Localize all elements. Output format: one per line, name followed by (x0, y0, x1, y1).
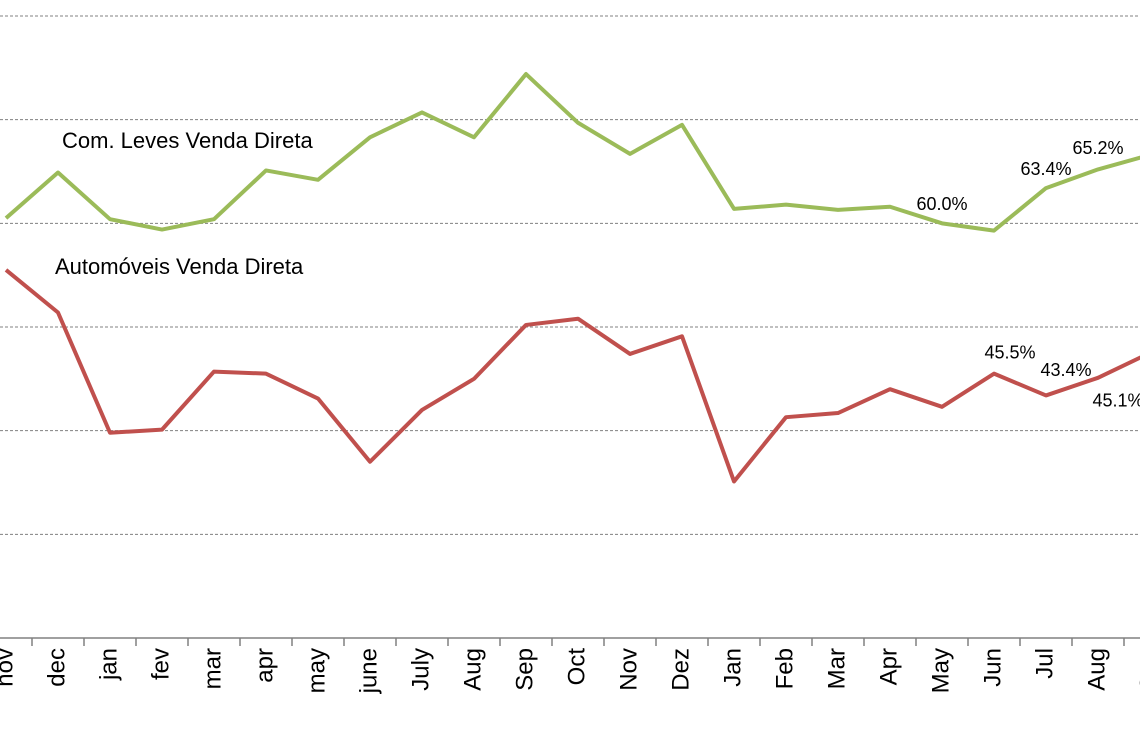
x-tick-label: dec (43, 648, 70, 687)
x-tick-label: fev (147, 648, 174, 680)
series-label: Automóveis Venda Direta (55, 254, 304, 279)
x-tick-label: Aug (459, 648, 486, 691)
data-label: 45.1% (1092, 391, 1140, 411)
x-tick-label: jan (95, 648, 122, 681)
x-tick-label: May (927, 648, 954, 693)
x-tick-label: mar (199, 648, 226, 689)
x-tick-label: Oct (563, 648, 590, 686)
x-tick-label: July (407, 648, 434, 691)
x-tick-label: Apr (875, 648, 902, 685)
x-tick-label: Jan (719, 648, 746, 687)
data-label: 60.0% (916, 194, 967, 214)
data-label: 45.5% (984, 342, 1035, 362)
x-tick-label: Dez (667, 648, 694, 691)
x-tick-label: Mar (823, 648, 850, 689)
lines (4, 72, 1140, 484)
series-label: Com. Leves Venda Direta (62, 128, 313, 153)
x-tick-label: nov (0, 648, 18, 687)
x-tick-label: Feb (771, 648, 798, 689)
x-tick-label: Jul (1031, 648, 1058, 679)
x-tick-label: may (303, 648, 330, 693)
data-label: 65.2% (1072, 138, 1123, 158)
line (4, 72, 1140, 233)
x-tick-label: Nov (615, 648, 642, 691)
x-tick-label: Sep (1135, 648, 1140, 691)
x-tick-label: june (355, 648, 382, 694)
data-label: 63.4% (1020, 159, 1071, 179)
x-tick-label: Sep (511, 648, 538, 691)
x-tick-label: apr (251, 648, 278, 683)
data-label: 43.4% (1040, 360, 1091, 380)
x-tick-label: Aug (1083, 648, 1110, 691)
line (4, 268, 1140, 484)
x-tick-label: Jun (979, 648, 1006, 687)
